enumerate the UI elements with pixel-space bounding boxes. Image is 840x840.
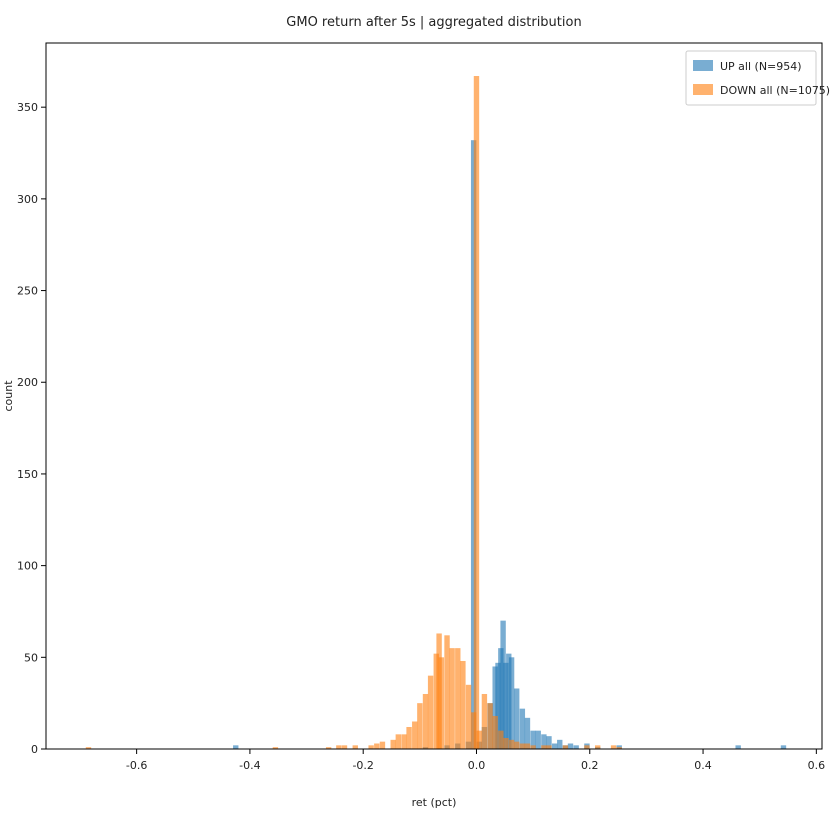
bars-layer bbox=[85, 76, 787, 749]
x-axis-title: ret (pct) bbox=[412, 796, 457, 809]
histogram-bar bbox=[508, 657, 515, 749]
histogram-bar bbox=[465, 684, 472, 749]
histogram-bar bbox=[567, 743, 574, 749]
histogram-bar bbox=[551, 743, 558, 749]
x-tick-label: 0.4 bbox=[694, 759, 712, 772]
y-tick-label: 250 bbox=[17, 285, 38, 298]
histogram-bar bbox=[514, 688, 520, 749]
x-tick-label: 0.6 bbox=[808, 759, 826, 772]
y-axis-title: count bbox=[2, 380, 15, 412]
legend-label: DOWN all (N=1075) bbox=[720, 84, 830, 97]
histogram-bar bbox=[481, 693, 488, 749]
histogram-bar bbox=[449, 648, 455, 749]
plot-frame bbox=[45, 42, 823, 750]
histogram-bar bbox=[390, 739, 396, 749]
histogram-bar bbox=[438, 657, 445, 749]
legend-label: UP all (N=954) bbox=[720, 60, 802, 73]
histogram-bar bbox=[506, 653, 512, 749]
histogram-bar bbox=[476, 730, 482, 749]
histogram-bar bbox=[584, 745, 590, 749]
histogram-bar bbox=[455, 648, 461, 749]
y-tick-label: 150 bbox=[17, 468, 38, 481]
histogram-bar bbox=[541, 745, 547, 749]
histogram-bar bbox=[492, 666, 498, 749]
histogram-bar bbox=[487, 703, 493, 749]
histogram-bar bbox=[433, 653, 439, 749]
histogram-bar bbox=[500, 620, 506, 749]
y-tick-label: 350 bbox=[17, 101, 38, 114]
histogram-bar bbox=[508, 739, 515, 749]
histogram-bar bbox=[444, 635, 450, 749]
legend-box bbox=[685, 50, 817, 106]
histogram-bar bbox=[412, 721, 418, 749]
x-tick-label: -0.6 bbox=[126, 759, 147, 772]
histogram-bar bbox=[368, 745, 374, 749]
histogram-bar bbox=[780, 745, 787, 749]
y-tick-label: 0 bbox=[31, 743, 38, 756]
histogram-bar bbox=[395, 734, 401, 749]
y-tick-label: 100 bbox=[17, 560, 38, 573]
histogram-bar bbox=[341, 745, 348, 749]
histogram-bar bbox=[573, 745, 579, 749]
histogram-bar bbox=[610, 745, 617, 749]
legend-swatch bbox=[693, 60, 713, 71]
histogram-bar bbox=[498, 730, 504, 749]
histogram-bar bbox=[524, 743, 531, 749]
histogram-bar bbox=[616, 745, 622, 749]
histogram-bar bbox=[422, 693, 429, 749]
histogram-bar bbox=[519, 743, 526, 749]
histogram-bar bbox=[470, 712, 477, 749]
histogram-bar bbox=[495, 662, 501, 749]
histogram-bar bbox=[541, 734, 547, 749]
histogram-bar bbox=[336, 745, 342, 749]
histogram-bar bbox=[595, 745, 601, 749]
x-tick-label: -0.4 bbox=[239, 759, 260, 772]
histogram-bar bbox=[417, 703, 423, 749]
x-axis: -0.6 -0.4 -0.2 0.0 0.2 0.4 0.6 bbox=[126, 749, 825, 772]
histogram-bar bbox=[492, 715, 498, 749]
y-tick-label: 200 bbox=[17, 376, 38, 389]
x-tick-label: -0.2 bbox=[352, 759, 373, 772]
x-tick-label: 0.2 bbox=[581, 759, 599, 772]
histogram-bar bbox=[524, 717, 531, 749]
y-axis: 0 50 100 150 200 250 300 350 bbox=[17, 101, 46, 756]
x-tick-label: 0.0 bbox=[468, 759, 486, 772]
series-up bbox=[233, 140, 787, 749]
legend-swatch bbox=[693, 84, 713, 95]
histogram-bar bbox=[557, 739, 563, 749]
histogram-bar bbox=[352, 745, 358, 749]
histogram-bar bbox=[519, 708, 526, 749]
histogram-bar bbox=[401, 734, 407, 749]
histogram-bar bbox=[374, 743, 380, 749]
y-tick-label: 50 bbox=[24, 651, 38, 664]
histogram-bar bbox=[272, 747, 279, 749]
histogram-bar bbox=[427, 675, 434, 749]
histogram-bar bbox=[473, 76, 480, 749]
histogram-bar bbox=[379, 741, 386, 749]
histogram-bar bbox=[530, 730, 536, 749]
histogram-bar bbox=[616, 747, 622, 749]
histogram-bar bbox=[514, 741, 520, 749]
legend: UP all (N=954) DOWN all (N=1075) bbox=[685, 50, 830, 106]
histogram-bar bbox=[460, 660, 466, 749]
histogram-bar bbox=[233, 745, 239, 749]
histogram-bar bbox=[406, 726, 412, 749]
histogram-bar bbox=[735, 745, 741, 749]
histogram-bar bbox=[562, 745, 569, 749]
histogram-bar bbox=[470, 140, 477, 749]
y-tick-label: 300 bbox=[17, 193, 38, 206]
histogram-bar bbox=[85, 747, 92, 749]
histogram-bar bbox=[503, 662, 509, 749]
legend-items: UP all (N=954) DOWN all (N=1075) bbox=[693, 60, 830, 97]
histogram-bar bbox=[503, 738, 509, 749]
series-down bbox=[85, 76, 622, 749]
histogram-bar bbox=[530, 745, 536, 749]
histogram-bar bbox=[325, 747, 332, 749]
histogram-bar bbox=[546, 736, 552, 749]
histogram-bar bbox=[546, 745, 552, 749]
histogram-bar bbox=[535, 730, 541, 749]
chart-title: GMO return after 5s | aggregated distrib… bbox=[286, 15, 581, 30]
